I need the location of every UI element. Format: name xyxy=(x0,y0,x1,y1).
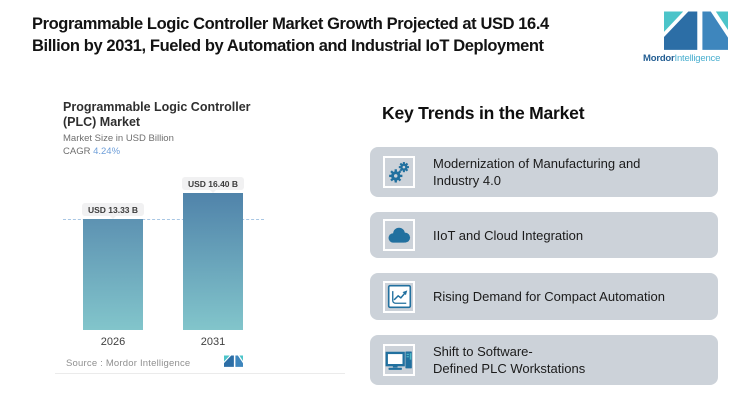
mordor-logo-icon-small xyxy=(224,355,243,367)
chart-source: Source : Mordor Intelligence xyxy=(66,358,191,369)
brand-name: MordorIntelligence xyxy=(643,53,743,64)
mordor-logo-icon xyxy=(664,11,728,50)
icon-tile xyxy=(383,280,415,313)
bar-value-label: USD 13.33 B xyxy=(82,203,144,216)
trend-label: Shift to Software- Defined PLC Workstati… xyxy=(433,344,586,376)
brand-name-bold: Mordor xyxy=(643,53,675,64)
bar-value-label: USD 16.40 B xyxy=(182,177,244,190)
cagr-label: CAGR xyxy=(63,146,94,157)
label-pointer xyxy=(209,189,217,193)
divider xyxy=(55,373,345,374)
trends-heading: Key Trends in the Market xyxy=(382,103,585,123)
trend-label: Rising Demand for Compact Automation xyxy=(433,289,665,304)
cloud-icon xyxy=(388,227,411,243)
trend-label: Modernization of Manufacturing and Indus… xyxy=(433,156,641,188)
chart-subtitle: Market Size in USD Billion xyxy=(63,133,174,144)
trend-card-industry-4-0: Modernization of Manufacturing and Indus… xyxy=(370,147,718,197)
reference-dashed-line xyxy=(63,219,264,220)
brand-name-light: Intelligence xyxy=(674,53,721,64)
gears-icon xyxy=(389,162,409,183)
bar xyxy=(183,193,243,330)
x-axis-label: 2026 xyxy=(100,336,126,348)
trend-label: IIoT and Cloud Integration xyxy=(433,227,584,243)
cagr-value: 4.24% xyxy=(93,146,121,157)
x-axis-label: 2031 xyxy=(200,336,226,348)
bar-group-2031: USD 16.40 B 2031 xyxy=(182,177,244,348)
bar xyxy=(83,219,143,330)
page-title: Programmable Logic Controller Market Gro… xyxy=(32,15,549,55)
line-chart-icon xyxy=(387,284,411,309)
trend-card-compact-automation: Rising Demand for Compact Automation xyxy=(370,273,718,320)
icon-tile xyxy=(383,344,415,376)
chart-title: Programmable Logic Controller (PLC) Mark… xyxy=(63,100,251,129)
trend-card-software-defined-plc: Shift to Software- Defined PLC Workstati… xyxy=(370,335,718,385)
trend-card-iiot-cloud: IIoT and Cloud Integration xyxy=(370,212,718,258)
label-pointer xyxy=(109,215,117,219)
workstation-icon xyxy=(385,350,412,370)
icon-tile xyxy=(383,156,415,188)
chart-cagr: CAGR 4.24% xyxy=(63,146,120,157)
bar-group-2026: USD 13.33 B 2026 xyxy=(82,203,144,348)
icon-tile xyxy=(383,219,415,251)
brand-logo: MordorIntelligence xyxy=(643,10,743,64)
